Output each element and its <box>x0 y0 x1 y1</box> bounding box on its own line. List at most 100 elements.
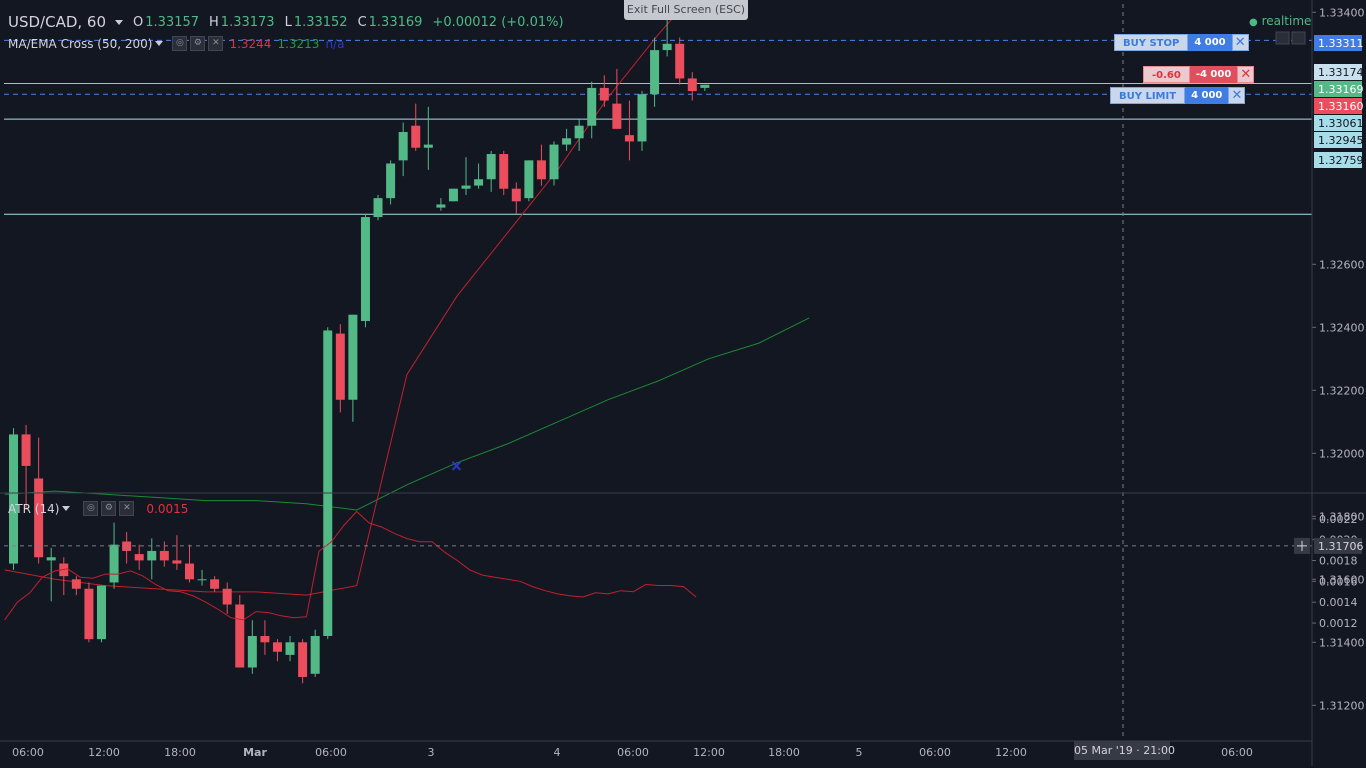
candle-body[interactable] <box>222 588 232 605</box>
candle-body[interactable] <box>134 554 144 561</box>
symbol-name[interactable]: USD/CAD, 60 <box>8 13 107 31</box>
candle-body[interactable] <box>662 43 672 51</box>
candle-body[interactable] <box>46 557 56 561</box>
crosshair-plus-icon[interactable] <box>1297 540 1307 551</box>
candle-body[interactable] <box>599 87 609 101</box>
position-close-icon[interactable]: ✕ <box>1237 66 1255 83</box>
ma-caret-icon[interactable] <box>155 41 164 46</box>
candle-body[interactable] <box>272 642 282 652</box>
candle-body[interactable] <box>511 188 521 202</box>
atr-gear-icon[interactable]: ⚙ <box>101 501 117 516</box>
open-value: 1.33157 <box>145 14 200 30</box>
candle-body[interactable] <box>436 204 446 208</box>
buy-limit-order[interactable]: BUY LIMIT 4 000 ✕ <box>1110 87 1246 104</box>
candle-body[interactable] <box>700 84 710 88</box>
high-value: 1.33173 <box>220 14 275 30</box>
candle-body[interactable] <box>172 560 182 564</box>
candle-body[interactable] <box>398 132 408 161</box>
candle-body[interactable] <box>71 579 81 589</box>
atr-close-icon[interactable]: ✕ <box>119 501 135 516</box>
close-icon[interactable]: ✕ <box>208 36 224 51</box>
candle-body[interactable] <box>335 333 345 400</box>
position-qty[interactable]: -4 000 <box>1189 66 1238 83</box>
buy-limit-qty[interactable]: 4 000 <box>1185 87 1229 104</box>
candle-body[interactable] <box>536 160 546 180</box>
atr-tick-label: 0.0014 <box>1319 596 1358 609</box>
candle-body[interactable] <box>687 78 697 92</box>
candle-body[interactable] <box>448 188 458 202</box>
candle-body[interactable] <box>474 179 484 186</box>
eye-icon[interactable]: ◎ <box>172 36 188 51</box>
candle-body[interactable] <box>210 579 220 589</box>
buy-stop-qty[interactable]: 4 000 <box>1188 34 1232 51</box>
gear-icon[interactable]: ⚙ <box>190 36 206 51</box>
atr-caret-icon[interactable] <box>62 506 71 511</box>
candle-body[interactable] <box>21 434 31 466</box>
ma-indicator-name[interactable]: MA/EMA Cross (50, 200) <box>8 36 153 51</box>
time-tick-label: 06:00 <box>919 746 951 759</box>
price-tag-bg <box>1314 64 1362 80</box>
price-tag-bg <box>1314 152 1362 168</box>
candle-body[interactable] <box>147 550 157 561</box>
buy-limit-label[interactable]: BUY LIMIT <box>1110 87 1186 104</box>
symbol-caret-icon[interactable] <box>115 19 124 25</box>
realtime-dot-icon: ● <box>1249 17 1258 28</box>
candle-body[interactable] <box>612 103 622 129</box>
candle-body[interactable] <box>524 160 534 199</box>
candle-body[interactable] <box>360 217 370 321</box>
candle-body[interactable] <box>373 198 383 218</box>
price-tag-label: 1.33174 <box>1318 66 1364 79</box>
buy-limit-cancel-icon[interactable]: ✕ <box>1228 87 1246 104</box>
atr-eye-icon[interactable]: ◎ <box>83 501 99 516</box>
candles[interactable] <box>9 18 710 684</box>
buy-stop-order[interactable]: BUY STOP 4 000 ✕ <box>1114 34 1249 51</box>
candle-body[interactable] <box>235 604 245 668</box>
candle-body[interactable] <box>298 642 308 677</box>
candle-body[interactable] <box>549 144 559 180</box>
candle-body[interactable] <box>184 563 194 580</box>
position-order[interactable]: -0.60 -4 000 ✕ <box>1143 66 1255 83</box>
candle-body[interactable] <box>9 434 18 564</box>
candle-body[interactable] <box>587 87 597 126</box>
price-axis[interactable]: 1.33400 1.32600 1.32400 1.32200 1.32000 1.318… <box>1312 6 1365 712</box>
candle-body[interactable] <box>197 579 207 581</box>
candle-body[interactable] <box>624 135 634 142</box>
candle-body[interactable] <box>562 138 572 145</box>
candle-body[interactable] <box>675 43 685 79</box>
candle-body[interactable] <box>109 544 119 583</box>
candle-body[interactable] <box>310 636 320 674</box>
candle-body[interactable] <box>423 144 433 148</box>
candle-body[interactable] <box>247 636 257 668</box>
candle-body[interactable] <box>637 94 647 142</box>
atr-indicator-name[interactable]: ATR (14) <box>8 501 60 516</box>
candle-body[interactable] <box>461 185 471 189</box>
candle-body[interactable] <box>285 642 295 655</box>
pane-restore-icon[interactable] <box>1291 31 1306 45</box>
candle-body[interactable] <box>159 550 169 561</box>
buy-stop-label[interactable]: BUY STOP <box>1114 34 1189 51</box>
candle-body[interactable] <box>260 636 270 643</box>
candle-body[interactable] <box>386 163 396 199</box>
candle-body[interactable] <box>499 154 509 189</box>
candle-body[interactable] <box>348 314 358 400</box>
exit-fullscreen-button[interactable]: Exit Full Screen (ESC) <box>624 0 748 20</box>
pane-maximize-icon[interactable] <box>1275 31 1290 45</box>
price-tick-label: 1.32600 <box>1319 258 1365 271</box>
price-tags: 1.33311 1.33174 1.33169 1.33160 1.33061 1.329… <box>1294 35 1364 554</box>
candle-body[interactable] <box>574 125 584 139</box>
candle-body[interactable] <box>411 125 421 148</box>
candle-body[interactable] <box>84 588 94 640</box>
candle-body[interactable] <box>323 330 333 636</box>
price-tag-bg <box>1314 98 1362 114</box>
candle-body[interactable] <box>34 478 44 558</box>
time-tick-label: 5 <box>856 746 863 759</box>
time-axis[interactable]: 06:00 12:00 18:00 Mar 06:00 3 4 06:00 12:00 18:00… <box>12 746 1253 759</box>
candle-body[interactable] <box>486 154 496 180</box>
price-tag-bg <box>1314 132 1362 148</box>
time-tick-label: 12:00 <box>88 746 120 759</box>
candle-body[interactable] <box>96 585 106 640</box>
buy-stop-cancel-icon[interactable]: ✕ <box>1231 34 1249 51</box>
candle-body[interactable] <box>650 50 660 95</box>
